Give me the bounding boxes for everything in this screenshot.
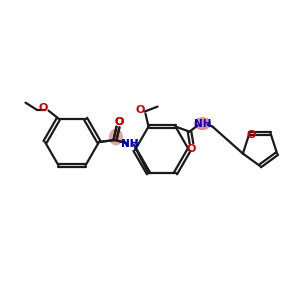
Text: O: O <box>39 103 48 112</box>
Text: NH: NH <box>121 139 139 149</box>
Text: NH: NH <box>194 118 211 129</box>
Ellipse shape <box>109 128 123 146</box>
Text: O: O <box>187 144 196 154</box>
Text: O: O <box>247 130 256 140</box>
Text: NH: NH <box>121 139 139 149</box>
Text: O: O <box>136 105 145 115</box>
Text: O: O <box>114 117 124 127</box>
Ellipse shape <box>194 117 211 130</box>
Text: O: O <box>114 117 124 127</box>
